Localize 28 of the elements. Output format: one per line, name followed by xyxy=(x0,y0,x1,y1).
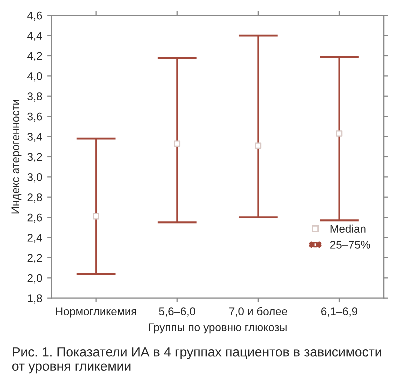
y-tick-label: 3,4 xyxy=(28,133,42,142)
y-tick-label: 3,2 xyxy=(28,153,42,162)
y-axis-title: Индекс атерогенности xyxy=(12,100,22,214)
y-tick-label: 2,6 xyxy=(28,214,42,224)
point xyxy=(93,213,100,220)
text: Рис. 1. Показатели ИА в 4 группах пациентов в зависимости от уровня гликемии xyxy=(12,348,382,374)
y-tick-label: 4,0 xyxy=(28,72,42,82)
y-tick-label: 2,4 xyxy=(28,234,42,244)
y-tick-label: 4,2 xyxy=(28,52,42,62)
x-axis-title: Группы по уровню глюкозы xyxy=(149,324,287,334)
y-tick-label: 3,8 xyxy=(28,92,42,102)
x-tick-label: 5,6–6,0 xyxy=(159,308,196,317)
point xyxy=(174,140,181,147)
point xyxy=(336,130,343,137)
y-tick-label: 2,8 xyxy=(28,194,42,203)
point xyxy=(255,142,262,150)
y-tick-label: 3,6 xyxy=(28,112,42,122)
y-tick-label: 4,4 xyxy=(28,32,42,42)
y-tick-label: 3,0 xyxy=(28,173,42,183)
legend-label: Median xyxy=(330,224,366,233)
y-tick-label: 2,2 xyxy=(28,254,42,264)
y-tick-label: 2,0 xyxy=(28,274,42,284)
x-tick-label: 7,0 и более xyxy=(230,307,288,317)
x-tick-label: Нормогликемия xyxy=(56,308,136,318)
x-tick-label: 6,1–6,9 xyxy=(322,308,358,317)
y-tick-label: 1,8 xyxy=(28,294,42,304)
annotation: 25–75% xyxy=(330,241,370,249)
y-tick-label: 4,6 xyxy=(28,12,42,22)
